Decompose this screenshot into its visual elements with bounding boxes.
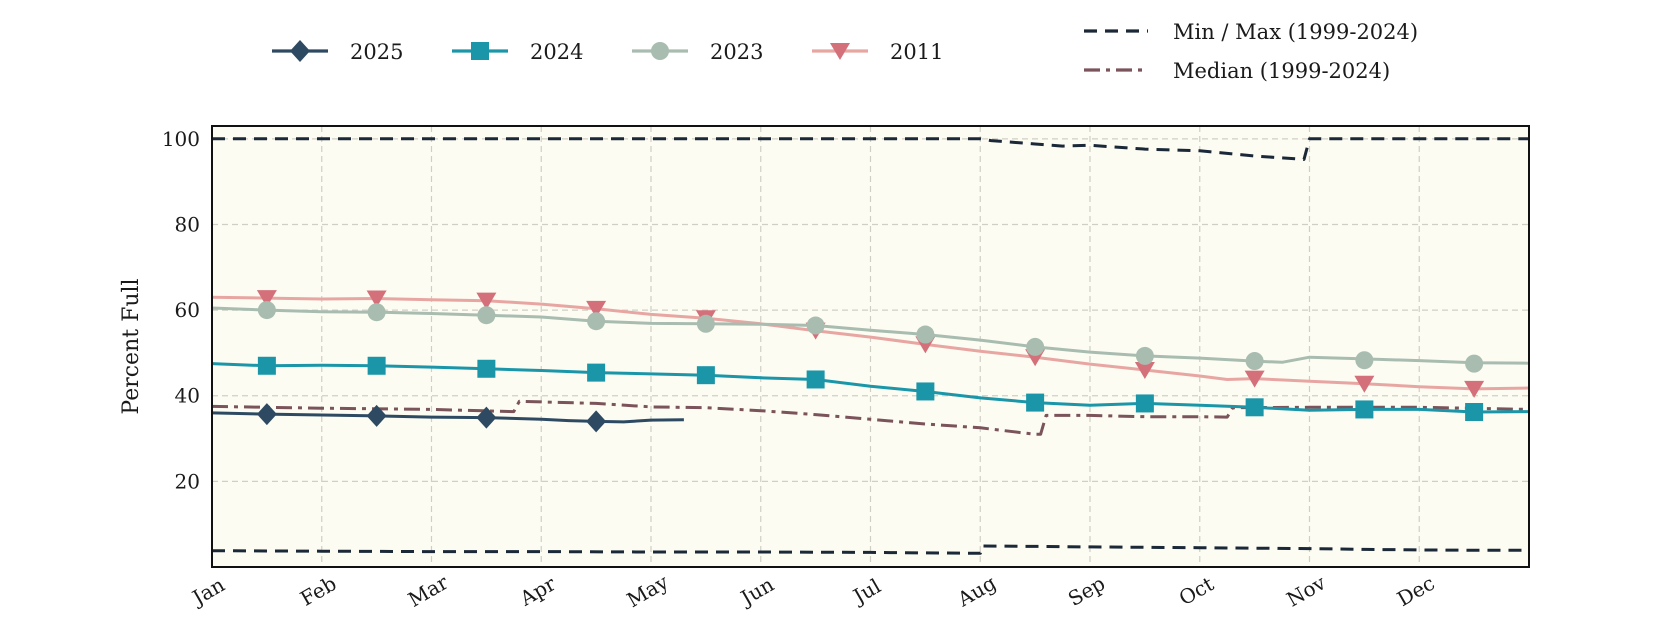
data-point-2023 bbox=[1135, 346, 1154, 365]
x-tick-label-dec: Dec bbox=[1393, 571, 1439, 611]
y-tick-label: 80 bbox=[175, 212, 200, 236]
x-tick-label-sep: Sep bbox=[1064, 571, 1109, 611]
data-point-2023 bbox=[1355, 351, 1374, 370]
data-point-2011 bbox=[366, 290, 387, 308]
y-tick-label: 60 bbox=[175, 298, 200, 322]
grid-lines bbox=[212, 126, 1529, 567]
series-2024 bbox=[211, 356, 1530, 422]
legend-entry-min-max-1999-2024: Min / Max (1999-2024) bbox=[1084, 20, 1418, 44]
legend-marker bbox=[830, 43, 850, 60]
series-line-median-1999-2024 bbox=[211, 399, 1530, 436]
data-point-2011 bbox=[1354, 375, 1375, 393]
data-point-2024 bbox=[257, 356, 276, 375]
data-point-2011 bbox=[256, 290, 277, 308]
plot-frame bbox=[211, 125, 1530, 568]
data-point-2023 bbox=[696, 314, 715, 333]
x-tick-label-jun: Jun bbox=[735, 572, 778, 611]
legend-marker bbox=[471, 42, 489, 60]
legend: 2025 2024 2023 2011 Min / Max (1999-2024) Med… bbox=[272, 20, 1418, 83]
data-point-2024 bbox=[477, 359, 496, 378]
y-tick-label: 100 bbox=[162, 127, 200, 151]
data-point-2011 bbox=[1464, 380, 1485, 398]
series-2025 bbox=[211, 403, 684, 433]
data-point-2024 bbox=[696, 366, 715, 385]
legend-label: Min / Max (1999-2024) bbox=[1173, 20, 1418, 44]
data-point-2025 bbox=[256, 403, 277, 426]
series-line-2011 bbox=[211, 295, 1530, 391]
data-point-2023 bbox=[806, 316, 825, 335]
data-point-2023 bbox=[367, 303, 386, 322]
x-tick-label-oct: Oct bbox=[1175, 572, 1218, 611]
series-min-max-1999-2024 bbox=[211, 137, 1529, 555]
data-point-2025 bbox=[476, 406, 497, 429]
legend-label: 2011 bbox=[890, 40, 943, 64]
data-point-2011 bbox=[476, 292, 497, 310]
series-line-min-max-1999-2024 bbox=[212, 137, 1529, 161]
data-point-2011 bbox=[586, 300, 607, 318]
data-point-2024 bbox=[1135, 394, 1154, 413]
data-point-2023 bbox=[257, 301, 276, 320]
legend-label: 2025 bbox=[350, 40, 403, 64]
data-point-2023 bbox=[477, 306, 496, 325]
x-tick-label-aug: Aug bbox=[953, 570, 1001, 611]
x-tick-label-nov: Nov bbox=[1282, 570, 1330, 612]
series-layer bbox=[211, 137, 1530, 555]
series-2023 bbox=[211, 301, 1530, 373]
x-tick-label-mar: Mar bbox=[404, 570, 453, 612]
series-line-min bbox=[211, 544, 1529, 555]
data-point-2025 bbox=[586, 410, 607, 433]
x-tick-label-may: May bbox=[623, 569, 673, 612]
x-tick-label-apr: Apr bbox=[515, 571, 560, 611]
data-point-2024 bbox=[1026, 393, 1045, 412]
data-point-2023 bbox=[1245, 352, 1264, 371]
legend-label: 2023 bbox=[710, 40, 763, 64]
data-point-2023 bbox=[916, 325, 935, 344]
data-point-2024 bbox=[916, 382, 935, 401]
x-tick-label-jan: Jan bbox=[187, 572, 229, 610]
legend-label: 2024 bbox=[530, 40, 583, 64]
data-point-2024 bbox=[1355, 400, 1374, 419]
data-point-2024 bbox=[1465, 403, 1484, 422]
data-point-2024 bbox=[587, 363, 606, 382]
legend-entry-median-1999-2024: Median (1999-2024) bbox=[1084, 59, 1390, 83]
legend-label: Median (1999-2024) bbox=[1173, 59, 1390, 83]
data-point-2023 bbox=[1026, 337, 1045, 356]
legend-entry-2024: 2024 bbox=[452, 40, 583, 64]
data-point-2011 bbox=[1244, 370, 1265, 388]
data-point-2024 bbox=[806, 370, 825, 389]
series-line-2025 bbox=[211, 411, 684, 424]
y-tick-label: 40 bbox=[175, 384, 200, 408]
legend-entry-2025: 2025 bbox=[272, 40, 403, 64]
series-median-1999-2024 bbox=[211, 399, 1530, 436]
data-point-2025 bbox=[366, 404, 387, 427]
x-tick-label-feb: Feb bbox=[296, 571, 340, 610]
data-point-2011 bbox=[1134, 362, 1155, 380]
legend-entry-2011: 2011 bbox=[812, 40, 943, 64]
legend-marker bbox=[651, 42, 669, 60]
data-point-2023 bbox=[1465, 354, 1484, 373]
series-line-2024 bbox=[211, 362, 1530, 414]
y-axis-title: Percent Full bbox=[119, 278, 144, 414]
data-point-2024 bbox=[367, 356, 386, 375]
data-point-2023 bbox=[587, 312, 606, 331]
data-point-2024 bbox=[1245, 398, 1264, 417]
x-tick-label-jul: Jul bbox=[847, 574, 884, 609]
series-line-2023 bbox=[211, 306, 1530, 365]
legend-marker bbox=[290, 40, 310, 62]
y-tick-label: 20 bbox=[175, 469, 200, 493]
legend-entry-2023: 2023 bbox=[632, 40, 763, 64]
